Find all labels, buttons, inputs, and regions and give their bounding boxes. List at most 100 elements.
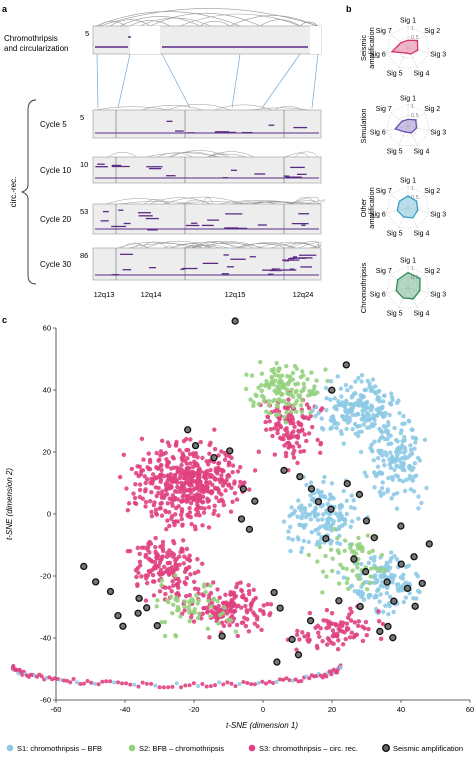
band-label: 12q13 [94, 290, 115, 299]
scatter-point [373, 573, 378, 578]
scatter-point [173, 573, 178, 578]
scatter-point [165, 478, 170, 483]
scatter-point [387, 412, 392, 418]
scatter-point [232, 608, 238, 614]
scatter-point [201, 593, 206, 598]
scatter-point [71, 676, 76, 681]
scatter-point [295, 460, 300, 466]
scatter-point [351, 549, 357, 554]
scatter-point [169, 514, 175, 519]
radar-spoke [386, 47, 409, 54]
cycle-copy-number: 10 [80, 160, 88, 169]
scatter-point [145, 547, 150, 552]
scatter-point [212, 508, 217, 513]
scatter-point [290, 370, 296, 376]
sv-arc [203, 242, 254, 249]
scatter-point [289, 505, 294, 510]
scatter-point [338, 620, 344, 625]
scatter-point [195, 470, 201, 475]
scatter-point [371, 558, 377, 563]
scatter-point [234, 604, 239, 609]
scatter-point [212, 446, 218, 452]
scatter-point [401, 413, 406, 419]
scatter-point [225, 603, 230, 608]
scatter-point [166, 572, 172, 577]
scatter-point [225, 611, 230, 616]
radar-axis-label: Sig 6 [370, 292, 386, 299]
scatter-point [143, 504, 148, 509]
scatter-point [159, 463, 164, 468]
scatter-point [198, 439, 203, 445]
scatter-point [184, 594, 189, 599]
scatter-point [348, 505, 354, 510]
radar-axis-label: Sig 7 [376, 188, 392, 195]
scatter-point [213, 486, 219, 491]
scatter-point [364, 632, 369, 638]
scatter-point [184, 556, 190, 561]
scatter-point [222, 457, 228, 462]
radar-grid [397, 36, 419, 59]
scatter-point [208, 604, 214, 609]
scatter-point [327, 669, 332, 674]
seismic-point [231, 317, 239, 325]
scatter-point [356, 516, 361, 521]
scatter-point [132, 682, 137, 687]
scatter-point [408, 487, 414, 492]
radar-axis-label: Sig 2 [424, 188, 440, 195]
sv-arc [170, 242, 243, 249]
scatter-point [282, 382, 287, 387]
scatter-point [192, 610, 197, 615]
circ-rec-label: circ.-rec. [9, 177, 18, 208]
scatter-point [251, 587, 256, 593]
scatter-point [243, 603, 248, 609]
y-tick-label: 60 [43, 324, 51, 333]
legend: S1: chromothripsis – BFB S2: BFB – chrom… [6, 744, 463, 753]
scatter-point [318, 442, 323, 447]
scatter-point [182, 608, 187, 613]
scatter-point [293, 677, 298, 682]
scatter-point [175, 519, 180, 524]
scatter-point [195, 455, 200, 460]
scatter-point [128, 682, 133, 687]
scatter-point [191, 579, 197, 585]
scatter-point [245, 617, 250, 622]
scatter-point [321, 618, 326, 623]
scatter-point [259, 627, 264, 633]
scatter-point [369, 422, 375, 427]
sv-arc [164, 245, 175, 249]
seismic-point [143, 604, 151, 612]
scatter-point [344, 625, 350, 631]
scatter-point [112, 680, 117, 685]
radar-axis-label: Sig 3 [430, 52, 446, 59]
scatter-point [173, 562, 179, 568]
scatter-point [159, 500, 164, 506]
scatter-point [159, 492, 164, 497]
y-axis-label: t-SNE (dimension 2) [5, 468, 14, 540]
scatter-point [188, 614, 194, 620]
scatter-point [132, 495, 138, 501]
seismic-point [306, 617, 315, 625]
scatter-point [174, 439, 179, 445]
scatter-point [306, 552, 312, 558]
scatter-point [157, 589, 163, 594]
scatter-point [366, 592, 371, 598]
radar-axis-label: Sig 7 [376, 28, 392, 35]
sv-arc [287, 242, 317, 249]
scatter-point [252, 468, 258, 473]
scatter-point [140, 680, 145, 685]
scatter-point [146, 451, 151, 456]
scatter-point [159, 438, 165, 444]
scatter-point [147, 466, 153, 472]
scatter-point [205, 609, 210, 614]
scatter-point [289, 387, 294, 392]
scatter-point [359, 416, 364, 422]
scatter-point [324, 574, 329, 579]
scatter-point [167, 443, 172, 449]
scatter-point [402, 421, 407, 426]
seismic-point [307, 485, 316, 493]
radar-spoke [398, 125, 409, 146]
scatter-point [240, 593, 246, 598]
scatter-point [328, 379, 334, 384]
scatter-point [344, 621, 350, 626]
scatter-point [61, 678, 66, 683]
